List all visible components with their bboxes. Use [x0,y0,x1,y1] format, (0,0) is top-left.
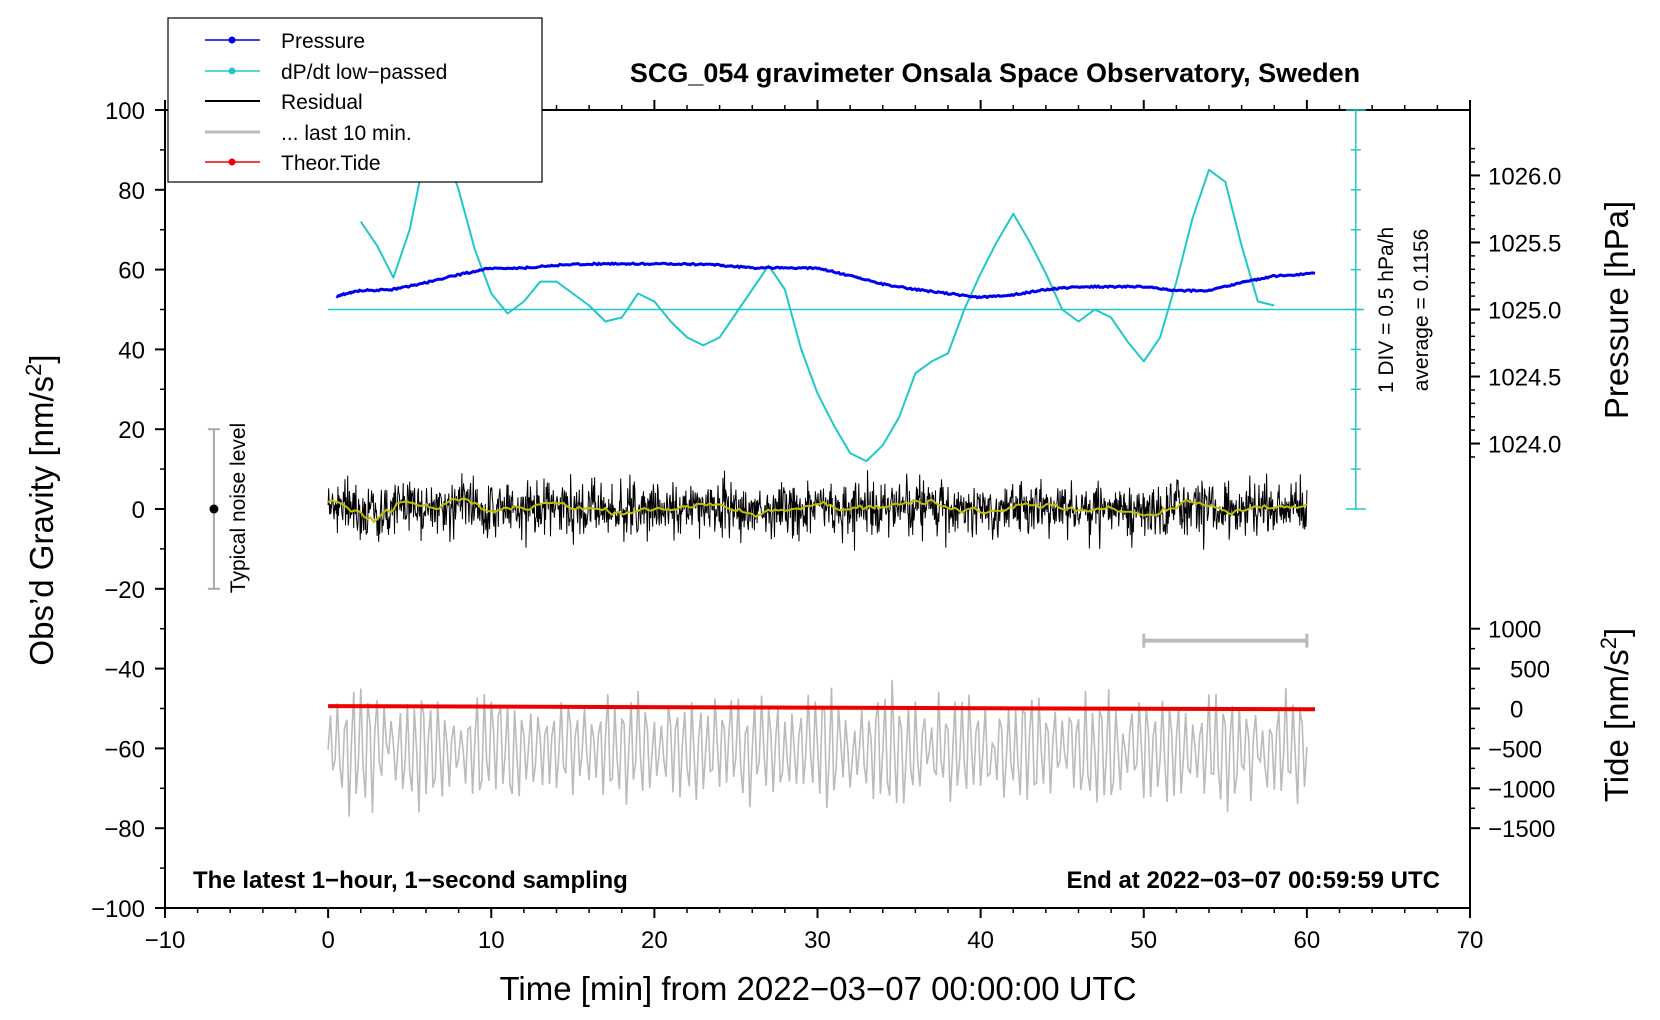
y-tick-label: 80 [118,178,145,205]
pressure-scale-label: 1 DIV = 0.5 hPa/h [1375,227,1398,393]
x-tick-label: 50 [1130,927,1157,954]
x-tick-label: 0 [321,927,334,954]
x-tick-label: 60 [1294,927,1321,954]
legend-item-pressure: Pressure [205,30,365,53]
chart-title: SCG_054 gravimeter Onsala Space Observat… [630,58,1360,88]
y-tick-label: 40 [118,337,145,364]
footer-right-note: End at 2022−03−07 00:59:59 UTC [1066,867,1440,894]
tide-tick-label: −500 [1488,736,1542,763]
pressure-series [335,261,1316,300]
y-tick-label: −20 [104,577,145,604]
pressure-tick-label: 1025.5 [1488,230,1561,257]
dpdt-line [359,140,1275,463]
tide-tick-label: −1500 [1488,816,1555,843]
x-tick-label: 40 [967,927,994,954]
y-tick-label: −100 [91,896,145,923]
y-tick-label: 20 [118,417,145,444]
tide-tick-label: 500 [1510,657,1550,684]
noise-bar-center [209,504,219,514]
y-tick-label: 100 [105,98,145,125]
tide-tick-label: 0 [1510,697,1523,724]
legend-label-tide: Theor.Tide [281,152,381,175]
pressure-tick-label: 1024.0 [1488,432,1561,459]
dpdt-series [359,140,1275,463]
pressure-tick-label: 1025.0 [1488,298,1561,325]
right-axis-ticks: 1026.0 1025.5 1025.0 1024.5 1024.0 1000 500 0 −5… [1470,147,1561,843]
legend-label-last-10-min: ... last 10 min. [281,122,412,145]
x-tick-label: 20 [641,927,668,954]
y-axis-label-tide: Tide [nm/s2] [1596,628,1635,802]
theoretical-tide-series [328,704,1316,712]
y-tick-label: −80 [104,816,145,843]
residual-smoothed-series [327,497,1308,524]
legend-item-dpdt: dP/dt low−passed [205,61,447,84]
y-axis-ticks: 100 80 60 40 20 0 −20 −40 −60 −80 −100 [91,98,165,923]
residual-line [327,470,1308,551]
legend-label-dpdt: dP/dt low−passed [281,61,447,84]
pressure-line [335,261,1316,300]
y-axis-label-tide-main: Tide [nm/s [1598,649,1635,802]
legend-marker-dpdt [228,67,236,75]
legend-marker-pressure [228,36,236,44]
noise-level-label: Typical noise level [227,423,250,593]
legend: Pressure dP/dt low−passed Residual ... l… [167,17,543,183]
pressure-average-label: average = 0.1156 [1410,229,1433,392]
residual-series [327,470,1308,551]
tide-tick-label: −1000 [1488,776,1555,803]
legend-item-last-10-min: ... last 10 min. [205,122,412,145]
y-axis-label-tide-sup: 2 [1596,637,1621,649]
legend-label-pressure: Pressure [281,30,365,53]
y-tick-label: −40 [104,657,145,684]
last-10-min-line [327,679,1308,817]
y-tick-label: 0 [132,497,145,524]
x-tick-label: 70 [1457,927,1484,954]
legend-label-residual: Residual [281,91,363,114]
x-tick-label: 10 [478,927,505,954]
footer-left-note: The latest 1−hour, 1−second sampling [193,867,628,894]
tide-line [328,704,1316,712]
legend-marker-tide [228,158,236,166]
ten-minute-scale-bar [1142,633,1309,648]
pressure-tick-label: 1026.0 [1488,163,1561,190]
y-tick-label: 60 [118,258,145,285]
x-tick-label: 30 [804,927,831,954]
y-axis-label-left-sup: 2 [21,364,46,376]
x-tick-label: −10 [145,927,186,954]
y-tick-label: −60 [104,736,145,763]
noise-level-bar [207,428,220,590]
legend-item-residual: Residual [205,91,363,114]
tide-tick-label: 1000 [1488,617,1541,644]
residual-smoothed-line [327,497,1308,524]
y-axis-label-left-close: ] [23,354,60,363]
x-axis-ticks: −10 0 10 20 30 40 50 60 70 [145,100,1484,954]
legend-item-tide: Theor.Tide [205,152,381,175]
y-axis-label-tide-close: ] [1598,628,1635,637]
y-axis-label-left: Obs’d Gravity [nm/s2] [21,354,60,665]
pressure-rate-scale [328,109,1366,510]
x-axis-label: Time [min] from 2022−03−07 00:00:00 UTC [499,970,1136,1007]
y-axis-label-left-main: Obs’d Gravity [nm/s [23,376,60,666]
y-axis-label-pressure: Pressure [hPa] [1598,201,1635,419]
pressure-tick-label: 1024.5 [1488,365,1561,392]
last-10-min-series [327,679,1308,817]
